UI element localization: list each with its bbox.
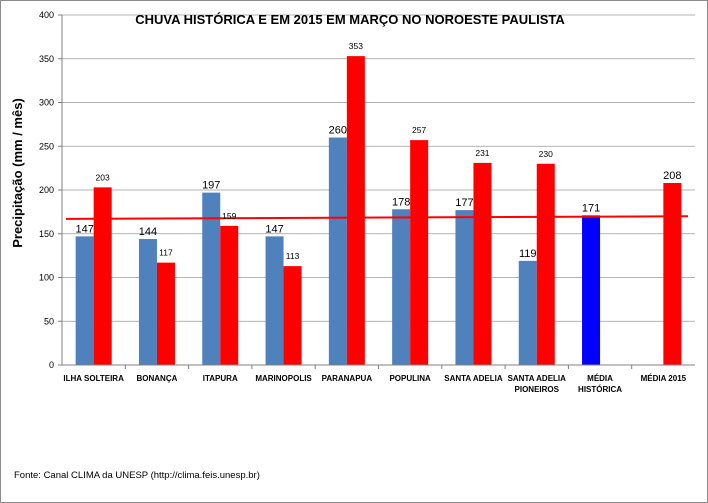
reference-line-group xyxy=(65,215,689,220)
x-tick-label: MÉDIA 2015 xyxy=(641,374,687,383)
data-label: 353 xyxy=(349,41,363,51)
bar-series-2 xyxy=(663,183,682,365)
data-label: 177 xyxy=(455,197,473,209)
x-tick-label: PARANAPUA xyxy=(322,374,373,383)
bar-series-1 xyxy=(265,236,284,365)
bar-series-1 xyxy=(328,137,347,365)
y-tick-label: 300 xyxy=(39,98,54,108)
x-tick-label: MÉDIA xyxy=(587,374,613,383)
y-tick-label: 200 xyxy=(39,185,54,195)
bar-series-1 xyxy=(75,236,94,365)
data-label: 231 xyxy=(475,148,489,158)
bar-series-2 xyxy=(93,187,112,365)
x-tick-label: SANTA ADELIA xyxy=(444,374,503,383)
y-axis-label: Precipitação (mm / mês) xyxy=(10,98,25,248)
bar-series-2 xyxy=(283,266,302,365)
bar-series-1 xyxy=(202,192,221,365)
bar-series-1 xyxy=(582,215,601,365)
data-label: 203 xyxy=(96,172,110,182)
y-tick-labels: 0 50 100 150 200 250 300 350 400 xyxy=(39,10,54,370)
y-tick-label: 400 xyxy=(39,10,54,20)
x-tick-label: PIONEIROS xyxy=(515,385,560,394)
y-tick-label: 100 xyxy=(39,273,54,283)
bar-series-2 xyxy=(410,140,429,365)
data-label: 113 xyxy=(286,251,300,261)
x-tick-label: HISTÓRICA xyxy=(578,385,622,394)
x-tick-labels: ILHA SOLTEIRA BONANÇA ITAPURA MARINOPOLIS PA… xyxy=(63,374,686,394)
data-label: 178 xyxy=(392,196,410,208)
data-label: 171 xyxy=(582,202,600,214)
y-tick-label: 350 xyxy=(39,54,54,64)
bar-series-1 xyxy=(392,209,411,365)
axes xyxy=(61,15,695,366)
data-label: 117 xyxy=(159,248,173,258)
bar-series-1 xyxy=(138,239,157,365)
bar-series-2 xyxy=(156,262,175,365)
x-tick-label: ILHA SOLTEIRA xyxy=(63,374,124,383)
data-label: 257 xyxy=(412,125,426,135)
x-tick-label: SANTA ADELIA xyxy=(508,374,567,383)
data-label: 119 xyxy=(519,248,537,260)
data-label: 147 xyxy=(265,223,283,235)
x-tick-label: BONANÇA xyxy=(137,374,178,383)
y-tick-label: 0 xyxy=(49,360,54,370)
bar-series-2 xyxy=(220,225,239,365)
y-tick-label: 50 xyxy=(44,316,54,326)
data-label: 197 xyxy=(202,180,220,192)
data-label: 147 xyxy=(75,223,93,235)
source-footer: Fonte: Canal CLIMA da UNESP (http://clim… xyxy=(14,470,260,481)
data-label: 159 xyxy=(222,211,236,221)
bar-series-1 xyxy=(455,210,474,365)
bar-series-1 xyxy=(518,260,537,365)
x-tick-label: MARINOPOLIS xyxy=(255,374,312,383)
reference-line xyxy=(65,215,689,220)
y-tick-label: 250 xyxy=(39,141,54,151)
data-label: 144 xyxy=(139,226,157,238)
y-tick-label: 150 xyxy=(39,229,54,239)
bar-series-2 xyxy=(536,163,555,365)
bars xyxy=(75,56,682,365)
chart-title: CHUVA HISTÓRICA E EM 2015 EM MARÇO NO NO… xyxy=(135,12,565,27)
data-label: 260 xyxy=(329,125,347,137)
x-tick-label: ITAPURA xyxy=(203,374,238,383)
bar-series-2 xyxy=(346,56,365,365)
x-tick-label: POPULINA xyxy=(389,374,431,383)
data-label: 208 xyxy=(663,170,681,182)
bar-series-2 xyxy=(473,162,492,365)
data-label: 230 xyxy=(539,149,553,159)
